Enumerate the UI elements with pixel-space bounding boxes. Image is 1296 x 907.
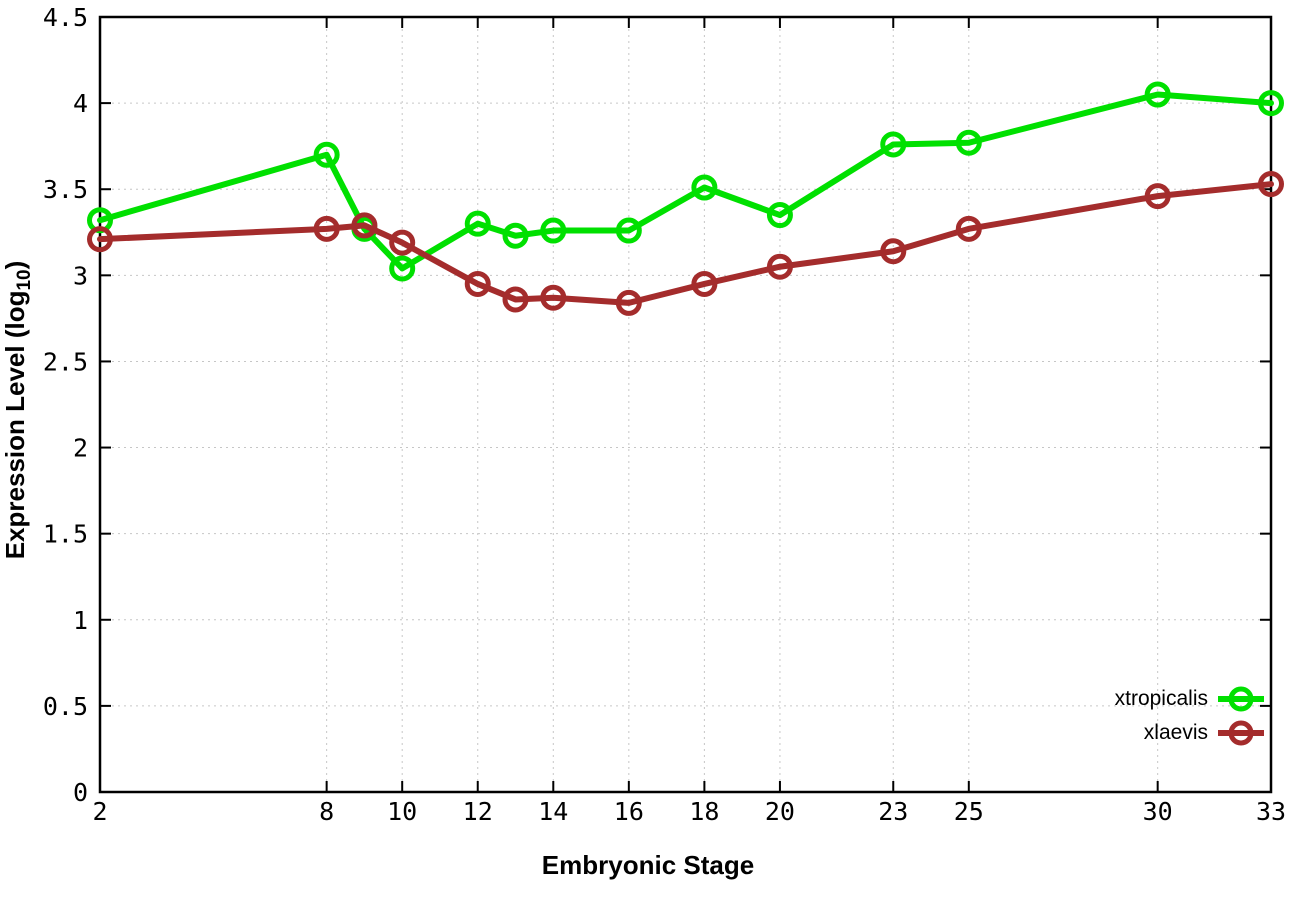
legend-entry-xtropicalis: xtropicalis — [1115, 684, 1266, 714]
data-point-marker-xtropicalis — [1258, 90, 1284, 117]
x-axis-title: Embryonic Stage — [0, 850, 1296, 881]
data-point-marker-xtropicalis — [502, 222, 529, 249]
y-axis-title-subscript: 10 — [14, 269, 35, 291]
data-point-marker-xtropicalis — [955, 129, 982, 156]
legend-marker-icon — [1218, 686, 1264, 712]
y-tick-label: 1.5 — [43, 520, 88, 549]
legend-marker-icon — [1218, 720, 1264, 746]
y-tick-label: 1 — [73, 606, 88, 635]
data-point-marker-xtropicalis — [766, 202, 793, 229]
data-point-marker-xtropicalis — [540, 217, 567, 244]
y-tick-label: 3.5 — [43, 175, 88, 204]
data-point-marker-xlaevis — [313, 215, 340, 242]
x-tick-label: 20 — [765, 797, 795, 826]
data-point-marker-xlaevis — [351, 212, 378, 239]
x-tick-label: 33 — [1256, 797, 1286, 826]
data-point-marker-xtropicalis — [880, 131, 907, 158]
data-point-marker-xlaevis — [615, 289, 642, 316]
y-tick-label: 0 — [73, 778, 88, 807]
plot-border — [98, 15, 1273, 794]
data-point-marker-xlaevis — [389, 229, 416, 256]
x-tick-label: 10 — [387, 797, 417, 826]
x-tick-label: 18 — [689, 797, 719, 826]
data-point-marker-xtropicalis — [464, 210, 491, 237]
x-tick-label: 14 — [538, 797, 568, 826]
data-point-marker-xlaevis — [691, 270, 718, 297]
data-point-marker-xlaevis — [464, 270, 491, 297]
data-point-marker-xtropicalis — [691, 174, 718, 201]
data-point-marker-xlaevis — [1144, 183, 1171, 210]
legend-label: xtropicalis — [1114, 687, 1208, 710]
y-tick-label: 4 — [73, 89, 88, 118]
data-point-marker-xtropicalis — [615, 217, 642, 244]
x-tick-label: 12 — [463, 797, 493, 826]
x-tick-label: 2 — [92, 797, 107, 826]
data-point-marker-xlaevis — [880, 238, 907, 265]
x-tick-label: 16 — [614, 797, 644, 826]
series-line-xtropicalis — [97, 91, 1274, 272]
x-tick-label: 8 — [319, 797, 334, 826]
y-tick-label: 0.5 — [43, 692, 88, 721]
data-point-marker-xlaevis — [955, 215, 982, 242]
legend-entry-xlaevis: xlaevis — [1144, 718, 1266, 748]
x-tick-label: 30 — [1143, 797, 1173, 826]
data-point-marker-xlaevis — [540, 284, 567, 311]
y-tick-label: 3 — [73, 261, 88, 290]
y-tick-label: 2.5 — [43, 347, 88, 376]
data-point-marker-xlaevis — [1258, 171, 1284, 198]
y-axis-title: Expression Level (log10) — [0, 180, 36, 640]
data-point-marker-xlaevis — [502, 286, 529, 313]
y-tick-label: 2 — [73, 434, 88, 463]
data-point-marker-xtropicalis — [1144, 81, 1171, 108]
data-point-marker-xtropicalis — [313, 141, 340, 168]
x-axis-title-text: Embryonic Stage — [541, 850, 755, 880]
data-point-marker-xlaevis — [766, 253, 793, 280]
data-point-marker-xlaevis — [87, 226, 113, 253]
legend: xtropicalis xlaevis — [1115, 684, 1266, 748]
x-tick-label: 23 — [878, 797, 908, 826]
x-tick-label: 25 — [954, 797, 984, 826]
data-point-marker-xtropicalis — [389, 255, 416, 282]
y-axis-title-text: Expression Level (log — [0, 290, 30, 560]
y-axis-title-suffix: ) — [0, 260, 30, 270]
series-line-xlaevis — [97, 181, 1274, 306]
y-tick-label: 4.5 — [43, 3, 88, 32]
legend-label: xlaevis — [1143, 721, 1208, 744]
